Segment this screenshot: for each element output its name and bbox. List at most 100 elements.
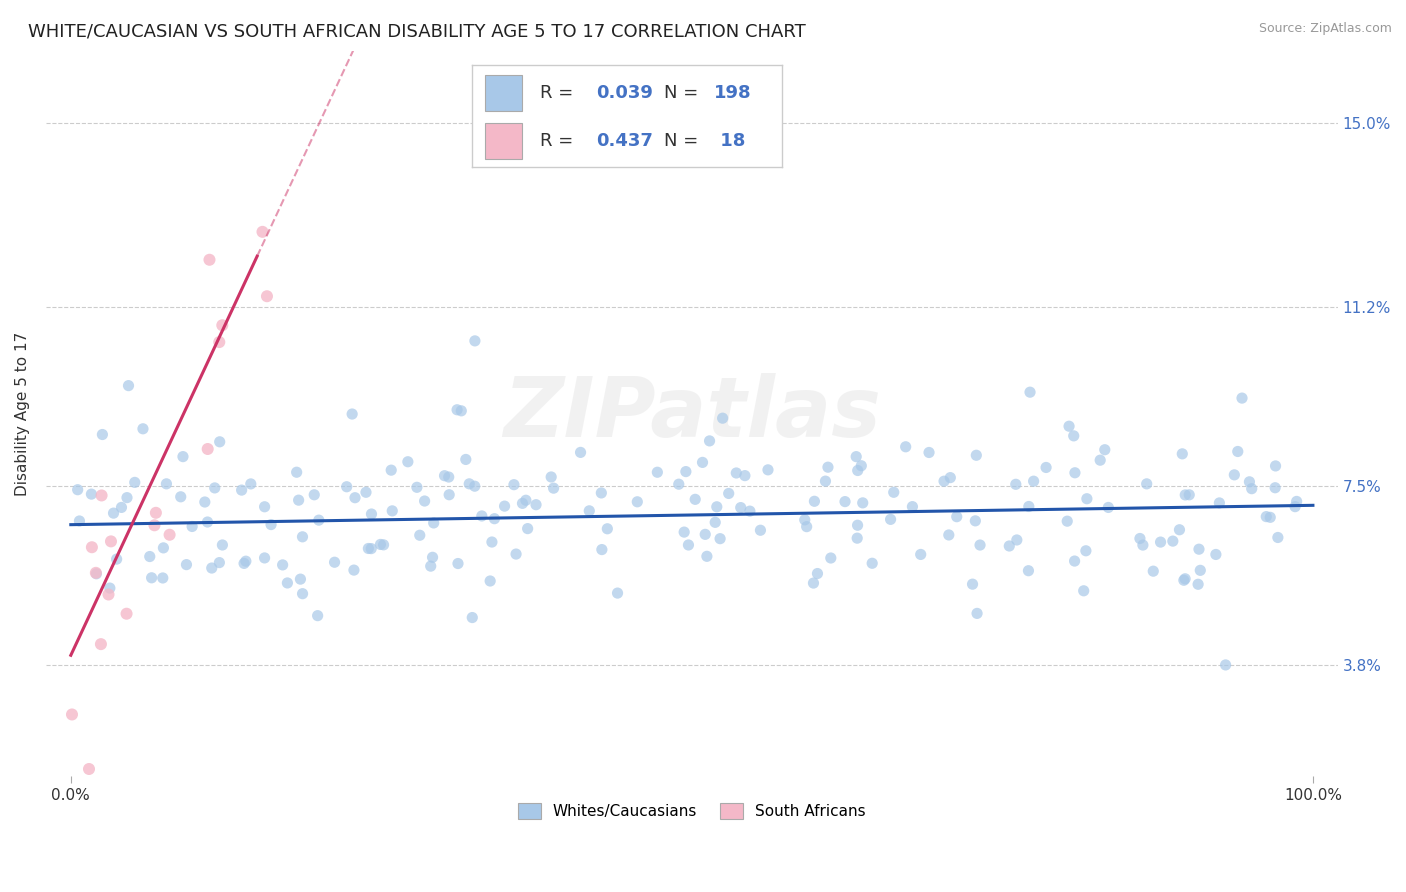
Point — [1017, 564, 1039, 578]
Point — [208, 434, 231, 449]
Point — [591, 486, 613, 500]
Point — [1187, 577, 1209, 591]
Point — [471, 508, 494, 523]
Point — [336, 480, 359, 494]
Point — [86, 566, 108, 581]
Point — [1097, 500, 1119, 515]
Point — [80, 487, 103, 501]
Point — [110, 500, 132, 515]
Point — [198, 252, 221, 267]
Point — [516, 522, 538, 536]
Point — [1256, 509, 1278, 524]
Point — [894, 440, 917, 454]
Point — [139, 549, 162, 564]
Point — [1090, 453, 1112, 467]
Point — [901, 500, 924, 514]
Point — [692, 455, 714, 469]
Point — [103, 506, 125, 520]
Point — [396, 455, 419, 469]
Point — [370, 537, 392, 551]
Point — [668, 477, 690, 491]
Point — [1223, 467, 1246, 482]
Point — [1208, 496, 1230, 510]
Point — [834, 494, 856, 508]
Point — [918, 445, 941, 459]
Point — [1230, 391, 1253, 405]
Point — [117, 378, 139, 392]
Point — [846, 531, 869, 545]
Point — [814, 474, 837, 488]
Point — [938, 528, 960, 542]
Point — [1005, 533, 1028, 547]
Point — [1063, 429, 1085, 443]
Point — [524, 498, 547, 512]
Point — [208, 335, 231, 350]
Point — [734, 468, 756, 483]
Point — [80, 540, 103, 554]
Point — [1178, 488, 1201, 502]
Point — [756, 463, 779, 477]
Point — [673, 525, 696, 540]
Point — [413, 494, 436, 508]
Point — [879, 512, 901, 526]
Point — [1215, 657, 1237, 672]
Point — [461, 610, 484, 624]
Point — [1264, 481, 1286, 495]
Point — [965, 448, 987, 462]
Point — [90, 637, 112, 651]
Point — [285, 465, 308, 479]
Point — [276, 576, 298, 591]
Text: WHITE/CAUCASIAN VS SOUTH AFRICAN DISABILITY AGE 5 TO 17 CORRELATION CHART: WHITE/CAUCASIAN VS SOUTH AFRICAN DISABIL… — [28, 22, 806, 40]
Point — [1174, 488, 1197, 502]
Point — [1161, 534, 1184, 549]
Point — [143, 518, 166, 533]
Point — [1173, 574, 1195, 588]
Point — [846, 518, 869, 533]
Point — [458, 476, 481, 491]
Point — [965, 514, 987, 528]
Point — [725, 466, 748, 480]
Legend: Whites/Caucasians, South Africans: Whites/Caucasians, South Africans — [510, 796, 873, 827]
Point — [851, 458, 873, 473]
Point — [170, 490, 193, 504]
Point — [860, 556, 883, 570]
Point — [966, 607, 988, 621]
Point — [711, 411, 734, 425]
Point — [699, 434, 721, 448]
Point — [60, 707, 83, 722]
Point — [357, 541, 380, 556]
Point — [596, 522, 619, 536]
Point — [1171, 447, 1194, 461]
Point — [141, 571, 163, 585]
Point — [97, 587, 120, 601]
Point — [540, 470, 562, 484]
Point — [291, 530, 314, 544]
Point — [1174, 572, 1197, 586]
Point — [69, 514, 91, 528]
Point — [105, 552, 128, 566]
Point — [846, 463, 869, 477]
Point — [969, 538, 991, 552]
Point — [578, 504, 600, 518]
Point — [512, 496, 534, 510]
Point — [1258, 510, 1281, 524]
Point — [437, 470, 460, 484]
Point — [115, 607, 138, 621]
Point — [793, 513, 815, 527]
Point — [709, 532, 731, 546]
Point — [503, 477, 526, 491]
Point — [939, 470, 962, 484]
Point — [307, 608, 329, 623]
Point — [1018, 500, 1040, 514]
Point — [172, 450, 194, 464]
Point — [194, 495, 217, 509]
Point — [197, 515, 219, 529]
Point — [803, 494, 825, 508]
Point — [1240, 482, 1263, 496]
Point — [152, 541, 174, 555]
Point — [201, 561, 224, 575]
Point — [450, 404, 472, 418]
Point — [820, 551, 842, 566]
Point — [464, 334, 486, 348]
Point — [1057, 419, 1080, 434]
